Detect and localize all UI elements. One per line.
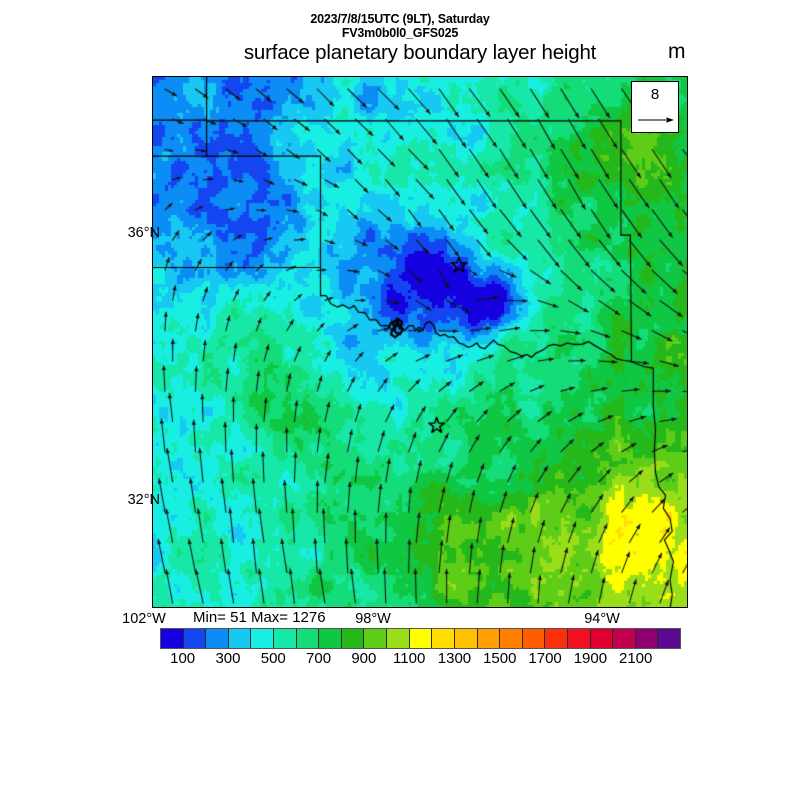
colorbar-segment: [500, 629, 523, 648]
colorbar-tick: 100: [170, 650, 196, 667]
colorbar-segment: [409, 629, 433, 648]
colorbar-tick: 1700: [528, 650, 562, 667]
colorbar: [160, 628, 681, 649]
colorbar-segment: [364, 629, 388, 648]
colorbar-tick: 1100: [393, 650, 426, 667]
lon-label-98w: 98°W: [355, 611, 391, 627]
colorbar-segment: [319, 629, 342, 648]
colorbar-segment: [183, 629, 207, 648]
lat-label-36n: 36°N: [127, 225, 160, 241]
colorbar-tick: 900: [351, 650, 377, 667]
lon-label-94w: 94°W: [584, 611, 620, 627]
colorbar-segment: [228, 629, 252, 648]
colorbar-tick: 500: [260, 650, 286, 667]
colorbar-segment: [567, 629, 591, 648]
colorbar-segment: [454, 629, 478, 648]
colorbar-segment: [341, 629, 365, 648]
lon-label-102w: 102°W: [122, 611, 166, 627]
map-plot-area: 8: [152, 76, 688, 608]
colorbar-segment: [658, 629, 681, 648]
lat-label-32n: 32°N: [127, 492, 160, 508]
colorbar-tick: 700: [306, 650, 332, 667]
wind-vector-legend: 8: [631, 81, 679, 133]
colorbar-segment: [613, 629, 636, 648]
colorbar-tick: 1500: [483, 650, 517, 667]
colorbar-tick: 1900: [573, 650, 608, 667]
colorbar-segment: [296, 629, 320, 648]
pbl-height-heatmap: [153, 77, 687, 607]
colorbar-segments: [160, 628, 681, 649]
min-max-stats: Min= 51 Max= 1276: [193, 609, 326, 626]
colorbar-tick: 1300: [437, 650, 472, 667]
colorbar-segment: [274, 629, 297, 648]
wind-vector-arrow-icon: [638, 117, 674, 123]
colorbar-segment: [522, 629, 546, 648]
units-label: m: [668, 40, 686, 63]
colorbar-tick: 2100: [619, 650, 653, 667]
colorbar-segment: [432, 629, 455, 648]
colorbar-segment: [206, 629, 229, 648]
colorbar-segment: [251, 629, 275, 648]
page-title: surface planetary boundary layer height: [243, 41, 597, 64]
title-model: FV3m0b0l0_GFS025: [341, 26, 459, 40]
colorbar-segment: [387, 629, 410, 648]
colorbar-segment: [545, 629, 568, 648]
colorbar-segment: [477, 629, 501, 648]
colorbar-segment: [590, 629, 614, 648]
colorbar-segment: [635, 629, 659, 648]
colorbar-tick: 300: [215, 650, 241, 667]
wind-legend-value: 8: [650, 86, 660, 103]
colorbar-tick-labels: 100 300 500 700 900 1100 1300 1500 1700 1900 2100: [160, 650, 681, 670]
colorbar-segment: [161, 629, 184, 648]
title-date: 2023/7/8/15UTC (9LT), Saturday: [310, 12, 490, 26]
